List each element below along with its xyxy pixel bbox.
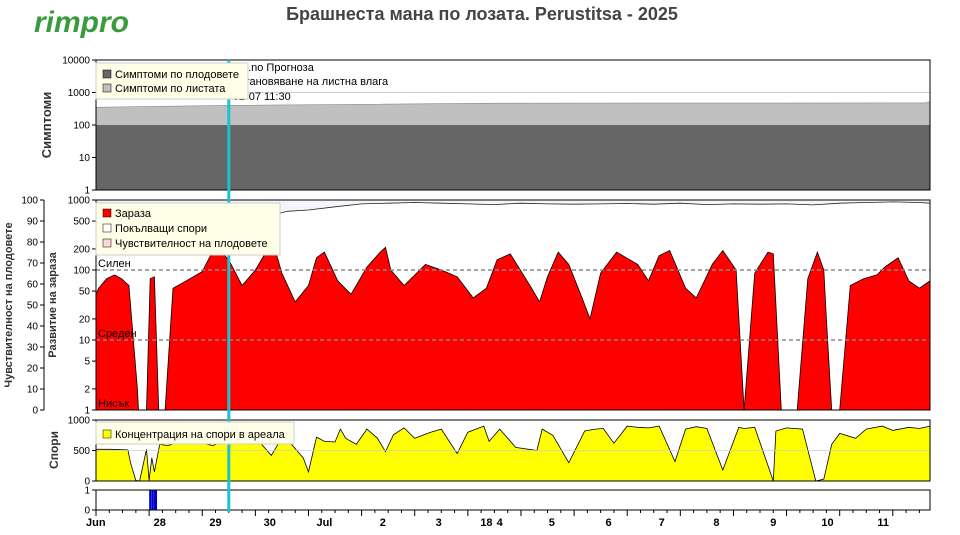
infection-ytick-left-label: 100 — [21, 196, 38, 207]
spores-ytick-label: 500 — [73, 446, 90, 457]
spores-ytick-label: 0 — [84, 477, 90, 488]
fruit-symptoms-area — [96, 125, 930, 190]
x-tick-label: 30 — [264, 517, 276, 529]
legend-swatch-infection — [102, 208, 112, 218]
infection-ytick-right-label: 100 — [73, 266, 90, 277]
infection-ytick-right-label: 10 — [79, 336, 91, 347]
x-tick-label: 2 — [380, 517, 386, 529]
infection-ytick-left-label: 50 — [27, 301, 39, 312]
legend-swatch-leaf-symptoms — [102, 83, 112, 93]
x-tick-label: 4 — [497, 517, 504, 529]
legend-label-leaf-symptoms: Симптоми по листата — [115, 83, 226, 95]
infection-area — [95, 245, 931, 411]
x-tick-label: 28 — [154, 517, 166, 529]
x-tick-label: 8 — [713, 517, 719, 529]
symptoms-ytick-label: 10 — [79, 153, 91, 164]
infection-ytick-left-label: 30 — [27, 343, 39, 354]
infection-ytick-right-label: 5 — [84, 357, 90, 368]
symptoms-ylabel: Симптоми — [39, 92, 54, 158]
legend-label-fruit-symptoms: Симптоми по плодовете — [115, 69, 239, 81]
symptoms-ytick-label: 10000 — [62, 56, 90, 67]
infection-ytick-right-label: 20 — [79, 314, 91, 325]
x-tick-label: 6 — [606, 517, 612, 529]
symptoms-legend: Симптоми по плодовете Симптоми по листат… — [95, 62, 249, 100]
infection-ytick-right-label: 500 — [73, 217, 90, 228]
threshold-label-0: Силен — [98, 258, 131, 270]
infection-ytick-right-label: 2 — [84, 384, 90, 395]
infection-legend: Зараза Покълващи спори Чувствителност на… — [95, 202, 281, 256]
legend-label-germinating-spores: Покълващи спори — [115, 223, 207, 235]
symptoms-ytick-label: 100 — [73, 121, 90, 132]
infection-ytick-left-label: 10 — [27, 385, 39, 396]
infection-ytick-left-label: 60 — [27, 280, 39, 291]
legend-swatch-spore-concentration — [102, 429, 112, 439]
x-tick-label: 29 — [209, 517, 221, 529]
legend-swatch-fruit-symptoms — [102, 69, 112, 79]
infection-ytick-left-label: 0 — [32, 406, 38, 417]
spores-ytick-label: 1000 — [68, 416, 91, 427]
x-tick-label: 3 — [436, 517, 442, 529]
forecast-label-type: Установяване на листна влага — [233, 76, 389, 88]
wetness-bar — [155, 490, 158, 510]
infection-ytick-left-label: 40 — [27, 322, 39, 333]
legend-swatch-germinating-spores — [102, 223, 112, 233]
wetness-series — [149, 490, 158, 510]
chart-title: Брашнеста мана по лозата. Perustitsa - 2… — [286, 4, 678, 24]
x-tick-label: 18 — [480, 517, 492, 529]
wetness-panel — [95, 489, 931, 511]
rimpro-logo: rimpro — [34, 6, 129, 39]
x-tick-label: Jul — [316, 517, 332, 529]
x-tick-label: 11 — [877, 517, 889, 529]
threshold-label-2: Нисък — [98, 398, 129, 410]
x-tick-label: Jun — [86, 517, 106, 529]
x-tick-label: 9 — [770, 517, 776, 529]
x-tick-label: 5 — [549, 517, 555, 529]
infection-ytick-left-label: 20 — [27, 364, 39, 375]
symptoms-series — [95, 101, 931, 191]
symptoms-ytick-label: 1000 — [68, 88, 91, 99]
symptoms-ytick-label: 1 — [84, 186, 90, 197]
infection-ytick-right-label: 50 — [79, 287, 91, 298]
infection-ylabel-right: Развитие на зараза — [47, 251, 59, 357]
wetness-bar — [151, 490, 154, 510]
x-tick-label: 7 — [659, 517, 665, 529]
infection-ytick-right-label: 1 — [84, 406, 90, 417]
legend-label-infection: Зараза — [115, 208, 152, 220]
infection-ytick-right-label: 1000 — [68, 196, 91, 207]
legend-label-fruit-susceptibility: Чувствителност на плодовете — [115, 238, 268, 250]
wetness-bar — [153, 490, 156, 510]
infection-series — [95, 201, 931, 411]
infection-ylabel-left: Чувствителност на плодовете — [3, 222, 15, 387]
wetness-ytick-label: 1 — [84, 486, 90, 497]
spores-legend: Концентрация на спори в ареала — [95, 421, 295, 445]
spores-ylabel: Спори — [47, 431, 61, 469]
infection-ytick-left-label: 70 — [27, 259, 39, 270]
infection-ytick-left-label: 90 — [27, 217, 39, 228]
threshold-label-1: Среден — [98, 328, 137, 340]
forecast-label-source: YR.no Прогноза — [233, 62, 315, 74]
axes-layer: 110100100010000СиленСреденНисък125102050… — [21, 56, 920, 529]
infection-ytick-left-label: 80 — [27, 238, 39, 249]
infection-ytick-right-label: 200 — [73, 244, 90, 255]
wetness-bar — [149, 490, 152, 510]
legend-swatch-fruit-susceptibility — [102, 238, 112, 248]
x-tick-label: 10 — [821, 517, 833, 529]
legend-label-spore-concentration: Концентрация на спори в ареала — [115, 429, 286, 441]
wetness-ytick-label: 0 — [84, 506, 90, 517]
